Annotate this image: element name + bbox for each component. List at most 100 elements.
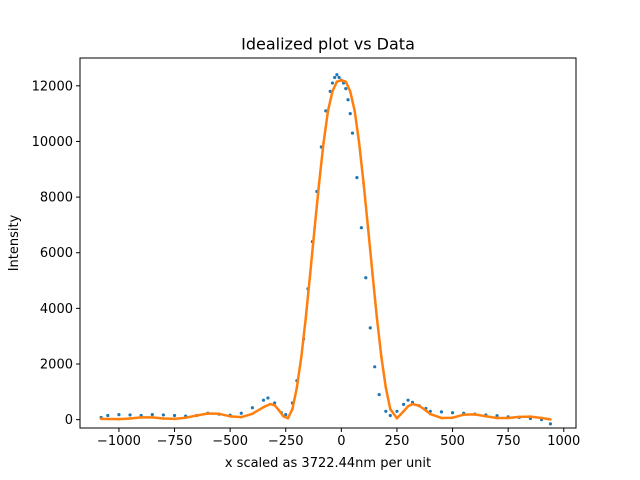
data-point [284,413,288,417]
idealized-curve-point [251,412,254,416]
idealized-curve-point [411,402,414,406]
idealized-curve-point [348,90,352,93]
idealized-curve-point [366,226,370,229]
data-point [355,176,359,180]
idealized-curve-point [540,416,543,420]
idealized-curve-point [484,415,488,418]
idealized-curve-point [150,416,154,419]
data-point [172,413,177,418]
idealized-curve-point [424,409,428,412]
idealized-curve-point [380,355,383,359]
data-point [395,409,399,413]
data-point [239,411,243,415]
idealized-curve-point [353,109,356,113]
y-tick-label: 10000 [32,135,73,150]
data-point [406,398,410,402]
data-point [261,398,266,402]
idealized-curve-point [228,415,232,418]
idealized-curve-point [331,90,334,93]
data-point [337,75,341,80]
idealized-curve-point [162,417,165,420]
data-point [388,413,392,418]
data-point [117,413,121,417]
x-tick-label: 500 [440,434,465,449]
idealized-curve-point [273,403,276,407]
data-point [384,409,388,413]
axes-frame [79,57,577,429]
idealized-curve-point [340,78,343,82]
idealized-curve-point [291,407,294,411]
idealized-curve-point [417,404,421,408]
data-point [495,414,499,418]
idealized-curve-point [462,413,465,416]
idealized-curve-point [282,415,285,418]
idealized-curve-point [440,416,443,420]
idealized-curve-point [128,417,132,420]
data-point [377,393,381,397]
x-tick-label: 0 [337,434,345,449]
idealized-curve-point [217,412,221,416]
idealized-curve-point [371,272,374,275]
idealized-curve-point [406,405,410,408]
data-point [346,98,350,102]
idealized-curve-point [268,402,272,406]
idealized-curve-point [402,410,405,413]
idealized-curve-point [206,412,210,415]
idealized-curve-point [529,415,532,418]
x-axis-label: x scaled as 3722.44nm per unit [225,456,431,471]
idealized-curve-point [322,141,325,145]
idealized-curve-series [99,78,552,421]
idealized-curve-point [451,416,454,420]
data-point [335,73,339,77]
idealized-curve-point [429,412,432,416]
idealized-curve-point [549,418,552,421]
data-point [344,87,348,91]
data-point [548,422,553,426]
y-tick-label: 2000 [40,358,73,373]
idealized-curve-point [384,386,388,389]
data-point [402,402,406,406]
idealized-curve-point [173,417,176,421]
y-tick-label: 8000 [40,191,73,206]
idealized-curve-point [506,416,510,420]
idealized-curve-point [304,316,308,320]
data-point [364,276,368,280]
y-axis-label: Intensity [7,214,22,271]
data-point [350,131,355,135]
x-tick-label: −500 [212,434,248,449]
y-tick-label: 12000 [32,79,73,94]
ticks-layer: −1000 −750 −500 −250 0 250 500 750 1000020004000… [32,79,581,449]
idealized-curve-point [308,272,312,275]
idealized-curve-point [277,409,281,412]
data-point [250,406,254,410]
x-tick-label: 250 [385,434,410,449]
idealized-curve-point [395,416,399,420]
data-point [161,413,166,417]
idealized-curve-point [195,414,199,417]
chart-title: Idealized plot vs Data [241,35,415,54]
x-tick-label: 750 [496,434,521,449]
idealized-curve-point [262,405,265,409]
data-point [439,410,444,414]
x-tick-label: 1000 [547,434,580,449]
idealized-curve-point [300,355,303,359]
idealized-curve-point [517,415,521,419]
idealized-curve-point [239,415,243,419]
idealized-curve-point [99,417,103,421]
data-point [348,112,352,116]
idealized-curve-point [335,80,339,83]
idealized-curve-point [362,181,365,185]
idealized-curve-point [313,226,316,229]
data-point [368,326,372,330]
idealized-curve-point [139,416,143,419]
idealized-curve-point [357,141,361,145]
idealized-curve-point [375,316,379,320]
data-point [266,396,270,400]
data-point [373,365,377,369]
series-layer [99,73,553,426]
data-point [450,411,455,415]
data-point [333,75,337,80]
data-point [324,109,328,113]
data-point [359,226,363,230]
idealized-curve-point [295,386,299,389]
